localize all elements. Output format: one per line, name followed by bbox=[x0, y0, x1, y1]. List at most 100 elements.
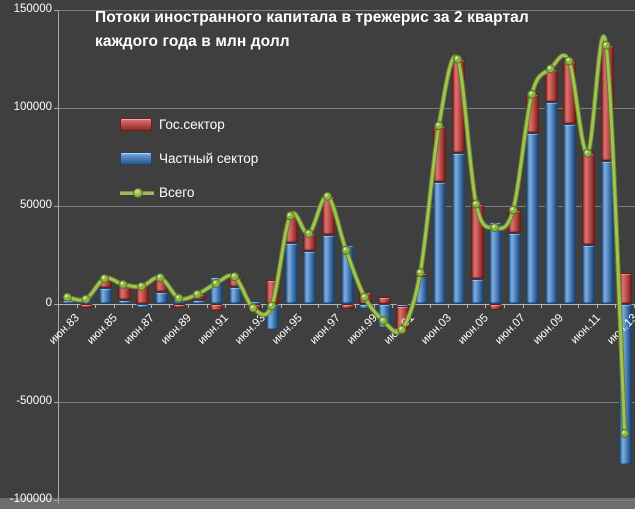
x-axis-label: июн.07 bbox=[493, 312, 529, 347]
x-axis-tick bbox=[132, 304, 134, 308]
gov-sector-bar bbox=[210, 304, 224, 311]
gov-sector-bar bbox=[359, 292, 373, 304]
x-axis-label: июн.97 bbox=[307, 312, 343, 347]
gov-sector-bar bbox=[284, 215, 298, 244]
legend-item-total: Всего bbox=[120, 180, 258, 204]
private-sector-bar bbox=[98, 288, 112, 304]
x-axis-tick bbox=[318, 304, 320, 308]
total-line bbox=[65, 34, 627, 435]
gov-sector-bar bbox=[451, 59, 465, 154]
total-line-swatch-icon bbox=[120, 187, 154, 198]
gov-sector-bar bbox=[340, 304, 354, 309]
x-axis-label: июн.83 bbox=[47, 312, 83, 347]
total-line bbox=[64, 33, 628, 436]
x-axis-tick bbox=[336, 304, 338, 308]
private-sector-bar bbox=[414, 274, 428, 304]
private-sector-bar bbox=[303, 251, 317, 304]
x-axis-tick bbox=[113, 304, 115, 308]
y-axis-line bbox=[58, 10, 59, 504]
x-axis-tick bbox=[411, 304, 413, 308]
gov-sector-bar bbox=[619, 272, 633, 304]
legend-item-gov-sector: Гос.сектор bbox=[120, 112, 258, 136]
private-sector-bar bbox=[117, 300, 131, 305]
x-axis-tick bbox=[541, 304, 543, 308]
y-axis-tick bbox=[54, 500, 58, 501]
legend-label-private: Частный сектор bbox=[159, 150, 259, 166]
private-sector-bar bbox=[191, 300, 205, 305]
chart-title-line1: Потоки иностранного капитала в трежерис … bbox=[95, 9, 529, 26]
x-axis-tick bbox=[578, 304, 580, 308]
y-axis-label: 0 bbox=[45, 297, 52, 309]
y-axis-tick bbox=[54, 108, 58, 109]
gov-sector-bar bbox=[266, 279, 280, 304]
gov-sector-bar bbox=[563, 60, 577, 124]
x-axis-tick bbox=[373, 304, 375, 308]
private-sector-bar bbox=[377, 304, 391, 328]
gov-sector-bar bbox=[321, 196, 335, 236]
x-axis-label: июн.11 bbox=[568, 312, 603, 347]
x-axis-tick bbox=[503, 304, 505, 308]
gov-sector-bar bbox=[98, 278, 112, 289]
private-sector-bar bbox=[321, 235, 335, 304]
gov-sector-swatch-icon bbox=[120, 117, 152, 131]
y-axis-tick bbox=[54, 402, 58, 403]
legend-label-total: Всего bbox=[159, 184, 195, 200]
x-axis-tick bbox=[243, 304, 245, 308]
private-sector-bar bbox=[340, 245, 354, 304]
x-axis-label: июн.91 bbox=[196, 312, 231, 347]
y-axis-label: -100000 bbox=[9, 493, 52, 505]
private-sector-bar bbox=[600, 160, 614, 304]
y-axis-tick bbox=[54, 206, 58, 207]
x-axis-tick bbox=[485, 304, 487, 308]
x-axis-tick bbox=[262, 304, 264, 308]
private-sector-bar bbox=[526, 133, 540, 304]
y-axis-label: -50000 bbox=[16, 395, 52, 407]
x-axis-tick bbox=[355, 304, 357, 308]
x-axis-tick bbox=[169, 304, 171, 308]
x-axis-tick bbox=[150, 304, 152, 308]
gov-sector-bar bbox=[582, 153, 596, 246]
x-axis-label: июн.09 bbox=[530, 312, 566, 347]
gov-sector-bar bbox=[303, 233, 317, 252]
x-axis-tick bbox=[596, 304, 598, 308]
y-axis-tick bbox=[54, 10, 58, 11]
gov-sector-bar bbox=[229, 276, 243, 288]
gov-sector-bar bbox=[600, 45, 614, 161]
gov-sector-bar bbox=[507, 209, 521, 234]
y-axis-label: 100000 bbox=[13, 101, 52, 113]
gridline bbox=[58, 10, 635, 11]
private-sector-bar bbox=[173, 296, 187, 304]
x-axis-label: июн.03 bbox=[418, 312, 454, 347]
chart-title: Потоки иностранного капитала в трежерис … bbox=[95, 6, 529, 54]
x-axis-tick bbox=[299, 304, 301, 308]
x-axis-label: июн.85 bbox=[84, 312, 120, 347]
private-sector-bar bbox=[229, 287, 243, 304]
x-axis-label: июн.05 bbox=[456, 312, 492, 347]
private-sector-bar bbox=[359, 304, 373, 309]
x-axis-tick bbox=[615, 304, 617, 308]
private-sector-bar bbox=[433, 182, 447, 304]
x-axis-tick bbox=[522, 304, 524, 308]
gridline bbox=[58, 402, 635, 403]
legend-label-gov: Гос.сектор bbox=[159, 116, 225, 132]
gov-sector-bar bbox=[191, 294, 205, 301]
private-sector-bar bbox=[544, 102, 558, 304]
x-axis-label: июн.89 bbox=[158, 312, 194, 347]
gov-sector-bar bbox=[117, 284, 131, 301]
private-sector-bar bbox=[80, 296, 94, 304]
private-sector-bar bbox=[489, 221, 503, 304]
private-sector-bar bbox=[451, 153, 465, 304]
private-sector-bar bbox=[582, 245, 596, 304]
gov-sector-bar bbox=[80, 304, 94, 308]
private-sector-bar bbox=[266, 304, 280, 331]
x-axis-label: июн.99 bbox=[344, 312, 380, 347]
gov-sector-bar bbox=[433, 125, 447, 183]
gov-sector-bar bbox=[526, 94, 540, 134]
x-axis-tick bbox=[280, 304, 282, 308]
x-axis-tick bbox=[392, 304, 394, 308]
x-axis-label: июн.87 bbox=[121, 312, 157, 347]
y-axis-label: 150000 bbox=[13, 3, 52, 15]
legend: Гос.сектор Частный сектор Всего bbox=[120, 112, 258, 214]
